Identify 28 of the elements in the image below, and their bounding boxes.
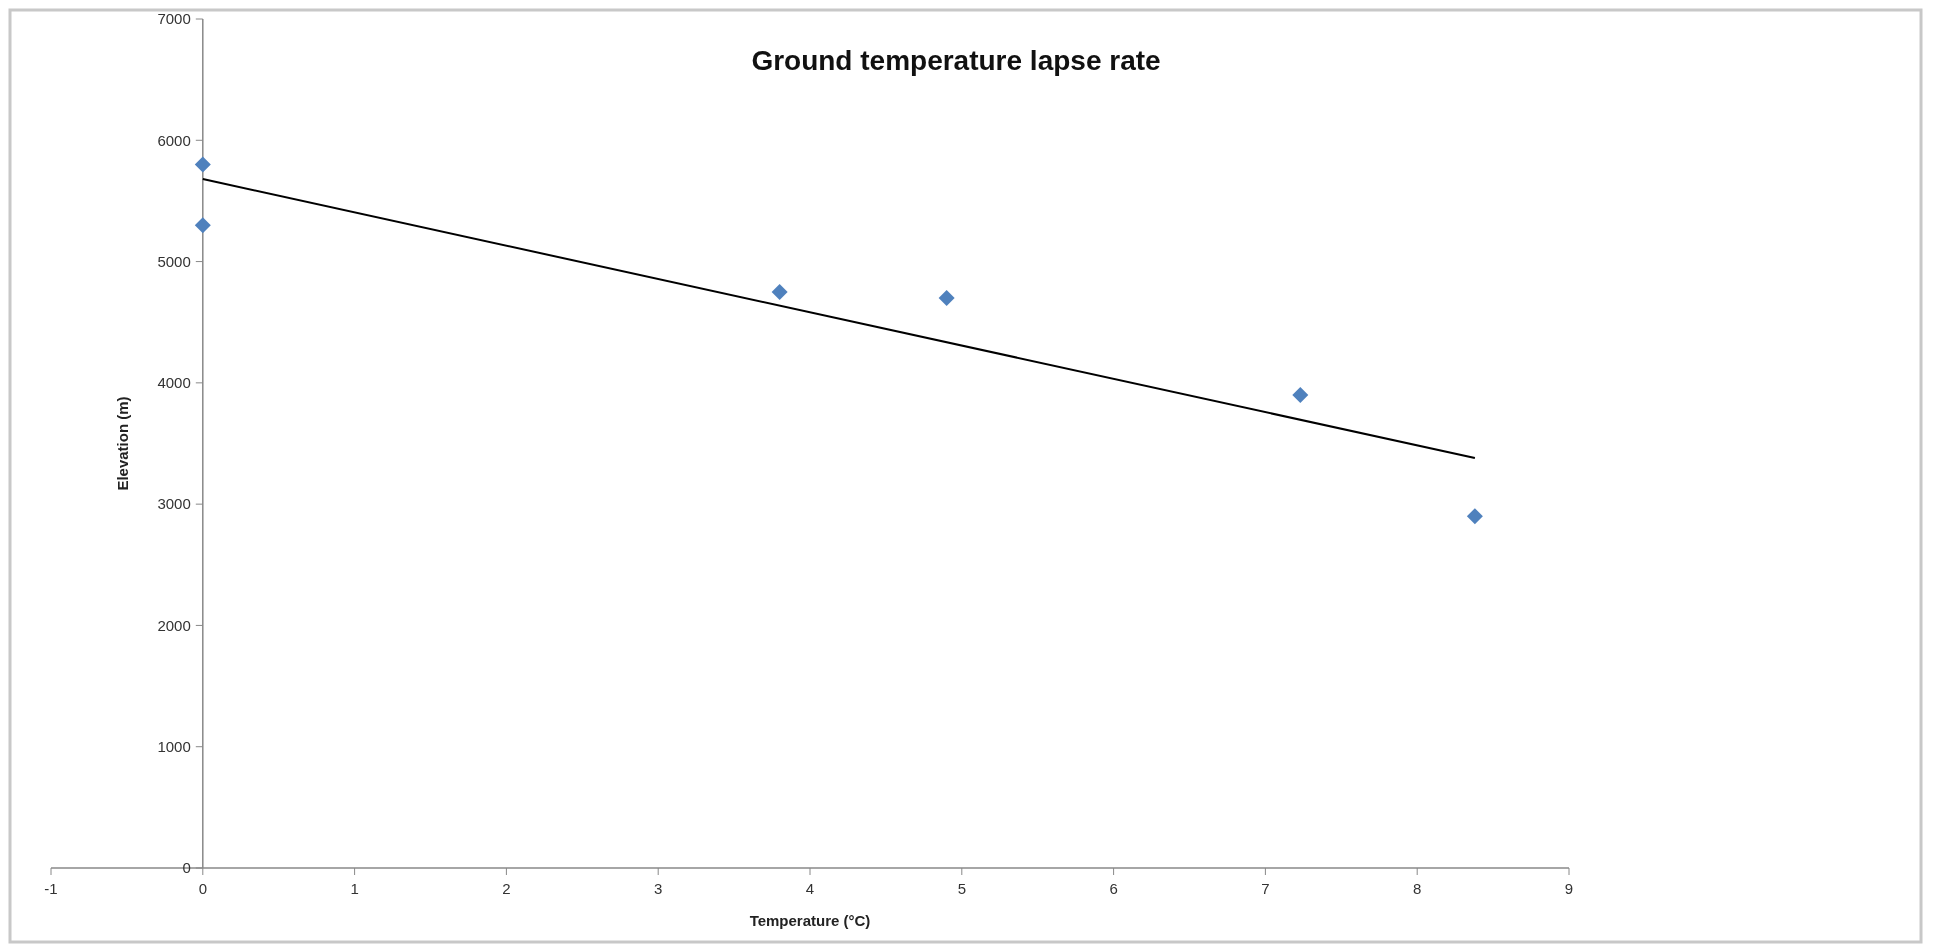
point xyxy=(194,217,211,234)
x-tick-label: 4 xyxy=(805,880,815,897)
y-tick-label: 5000 xyxy=(157,252,191,270)
x-tick-label: 5 xyxy=(957,880,966,897)
point xyxy=(1292,386,1309,403)
x-axis-title: Temperature (°C) xyxy=(749,912,871,929)
x-tick-label: 8 xyxy=(1413,880,1422,897)
x-tick-label: 1 xyxy=(350,880,359,897)
y-tick-label: 1000 xyxy=(157,737,191,755)
y-tick-label: 3000 xyxy=(157,495,191,513)
y-tick-label: 2000 xyxy=(157,616,191,634)
x-tick-label: 2 xyxy=(502,880,511,897)
x-tick-label: 7 xyxy=(1261,880,1270,897)
y-tick-label: 6000 xyxy=(157,131,191,149)
x-tick-label: 0 xyxy=(198,880,207,897)
x-tick-label: -1 xyxy=(44,880,58,897)
y-tick-label: 0 xyxy=(182,859,191,877)
point xyxy=(771,283,788,300)
y-tick-label: 7000 xyxy=(157,10,191,28)
point xyxy=(938,289,955,306)
y-axis-title: Elevation (m) xyxy=(113,396,131,491)
point xyxy=(1466,508,1483,525)
point xyxy=(194,156,211,173)
x-tick-label: 6 xyxy=(1109,880,1118,897)
x-tick-label: 3 xyxy=(654,880,663,897)
y-tick-label: 4000 xyxy=(157,374,191,392)
x-tick-label: 9 xyxy=(1564,880,1574,897)
text: Ground temperature lapse rate xyxy=(751,45,1161,76)
